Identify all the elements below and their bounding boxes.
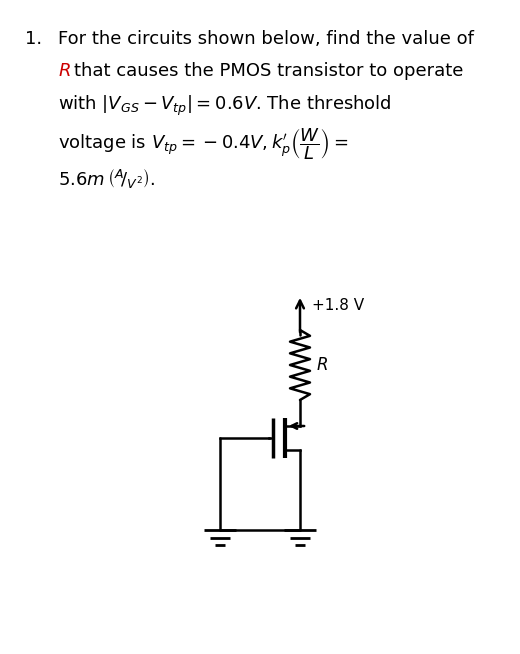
Text: $\mathit{R}$: $\mathit{R}$	[58, 62, 71, 80]
Text: that causes the PMOS transistor to operate: that causes the PMOS transistor to opera…	[74, 62, 463, 80]
Text: $5.6m\,\left({}^{A}\!/{}_{V^{2}}\right).$: $5.6m\,\left({}^{A}\!/{}_{V^{2}}\right).…	[58, 168, 155, 191]
Text: For the circuits shown below, find the value of: For the circuits shown below, find the v…	[58, 30, 474, 48]
Text: +1.8 V: +1.8 V	[312, 298, 364, 313]
Text: 1.: 1.	[25, 30, 42, 48]
Text: with $|V_{GS} - V_{tp}| = 0.6V$. The threshold: with $|V_{GS} - V_{tp}| = 0.6V$. The thr…	[58, 94, 392, 118]
Text: $R$: $R$	[316, 356, 328, 374]
Text: voltage is $V_{tp} = -0.4V, k_p^{\prime}\left(\dfrac{W}{L}\right) =$: voltage is $V_{tp} = -0.4V, k_p^{\prime}…	[58, 126, 348, 162]
